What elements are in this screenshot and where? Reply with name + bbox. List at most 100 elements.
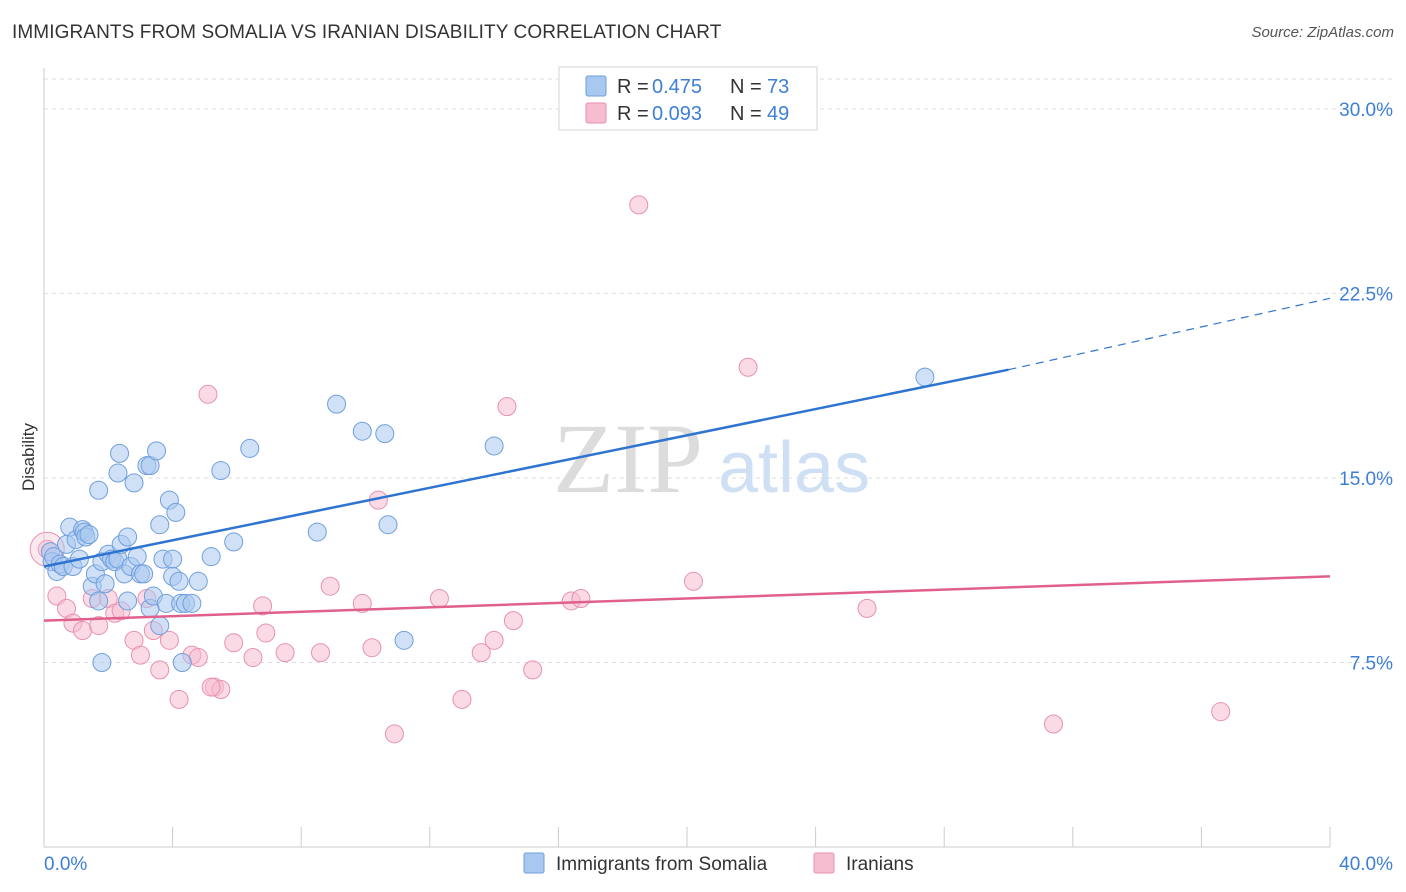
iranians-point [503, 611, 523, 631]
iranians-point [169, 689, 189, 709]
somalia-point [163, 549, 183, 569]
iranians-point [224, 633, 244, 653]
somalia-point [147, 441, 167, 461]
legend: R = 0.475 N = 73 R = 0.093 N = 49 [558, 66, 818, 131]
iranians-point [320, 576, 340, 596]
iranians-point [150, 660, 170, 680]
somalia-point [182, 593, 202, 613]
bottom-legend-swatch-blue [523, 852, 545, 874]
legend-r1-value: 0.475 [652, 76, 702, 98]
iranians-point [471, 643, 491, 663]
somalia-point [150, 616, 170, 636]
somalia-point [89, 591, 109, 611]
somalia-point [394, 630, 414, 650]
somalia-point [188, 571, 208, 591]
somalia-point [484, 436, 504, 456]
legend-r2-value: 0.093 [652, 103, 702, 125]
somalia-point [224, 532, 244, 552]
somalia-point [79, 525, 99, 545]
bottom-legend-swatch-pink [813, 852, 835, 874]
legend-row2: R = 0.093 N = 49 [617, 103, 789, 125]
somalia-point [124, 473, 144, 493]
grid-lines [44, 78, 1393, 663]
somalia-point [89, 480, 109, 500]
legend-r1-label: R = [617, 76, 654, 98]
iranians-point [188, 648, 208, 668]
legend-n2-value: 49 [767, 103, 789, 125]
iranians-point [256, 623, 276, 643]
somalia-point [134, 564, 154, 584]
iranians-point [89, 616, 109, 636]
somalia-point [378, 515, 398, 535]
watermark-atlas-text: atlas [718, 428, 870, 508]
somalia-point [327, 394, 347, 414]
iranians-point [201, 677, 221, 697]
iranians-point [159, 630, 179, 650]
iranians-point [352, 593, 372, 613]
y-tick-label: 30.0% [1339, 100, 1393, 121]
legend-n2-label: N = [730, 103, 767, 125]
iranians-point [73, 620, 93, 640]
y-tick-label: 15.0% [1339, 469, 1393, 490]
somalia-point [92, 652, 112, 672]
bottom-legend-somalia: Immigrants from Somalia [556, 854, 768, 875]
iranians-point [362, 638, 382, 658]
legend-swatch-pink [585, 102, 607, 124]
somalia-point [108, 463, 128, 483]
legend-r2-label: R = [617, 103, 654, 125]
iranians-point [198, 384, 218, 404]
y-tick-label: 7.5% [1350, 653, 1393, 674]
legend-row1: R = 0.475 N = 73 [617, 76, 789, 98]
iranians-point [523, 660, 543, 680]
iranians-point [484, 630, 504, 650]
x-min-label: 0.0% [44, 854, 87, 875]
iranians-point [384, 724, 404, 744]
somalia-point [118, 527, 138, 547]
somalia-point [127, 547, 147, 567]
bottom-legend: Immigrants from Somalia Iranians [523, 852, 914, 875]
iranians-point [629, 195, 649, 215]
y-axis-label: Disability [19, 422, 38, 491]
chart-title: IMMIGRANTS FROM SOMALIA VS IRANIAN DISAB… [12, 22, 722, 43]
iranians-point [497, 397, 517, 417]
iranians-point [683, 571, 703, 591]
y-tick-label: 22.5% [1339, 284, 1393, 305]
legend-n1-value: 73 [767, 76, 789, 98]
y-tick-labels: 7.5% 15.0% 22.5% 30.0% [1339, 100, 1393, 675]
source-credit: Source: ZipAtlas.com [1251, 24, 1394, 41]
iranians-point [275, 643, 295, 663]
somalia-point [118, 591, 138, 611]
iranians-point [452, 689, 472, 709]
iranians-point [1044, 714, 1064, 734]
somalia-point [211, 461, 231, 481]
iranians-point [429, 589, 449, 609]
watermark: ZIP atlas [553, 403, 870, 514]
iranians-trend-line [43, 575, 1331, 622]
iranians-point [738, 357, 758, 377]
iranians-point [571, 589, 591, 609]
somalia-trend-extension [1008, 297, 1331, 371]
somalia-point [352, 421, 372, 441]
somalia-point [201, 547, 221, 567]
x-max-label: 40.0% [1339, 854, 1393, 875]
axes [43, 68, 1331, 848]
iranians-point [130, 645, 150, 665]
somalia-point [915, 367, 935, 387]
iranians-point [857, 598, 877, 618]
somalia-point [307, 522, 327, 542]
bottom-legend-iranians: Iranians [846, 854, 914, 875]
somalia-points [40, 367, 935, 672]
somalia-point [240, 438, 260, 458]
somalia-point [110, 443, 130, 463]
somalia-point [95, 574, 115, 594]
iranians-point [253, 596, 273, 616]
somalia-point [169, 571, 189, 591]
legend-n1-label: N = [730, 76, 767, 98]
iranians-point [1211, 702, 1231, 722]
iranians-point [243, 648, 263, 668]
somalia-point [375, 424, 395, 444]
somalia-point [150, 515, 170, 535]
somalia-point [166, 502, 186, 522]
trend-lines [43, 297, 1331, 622]
